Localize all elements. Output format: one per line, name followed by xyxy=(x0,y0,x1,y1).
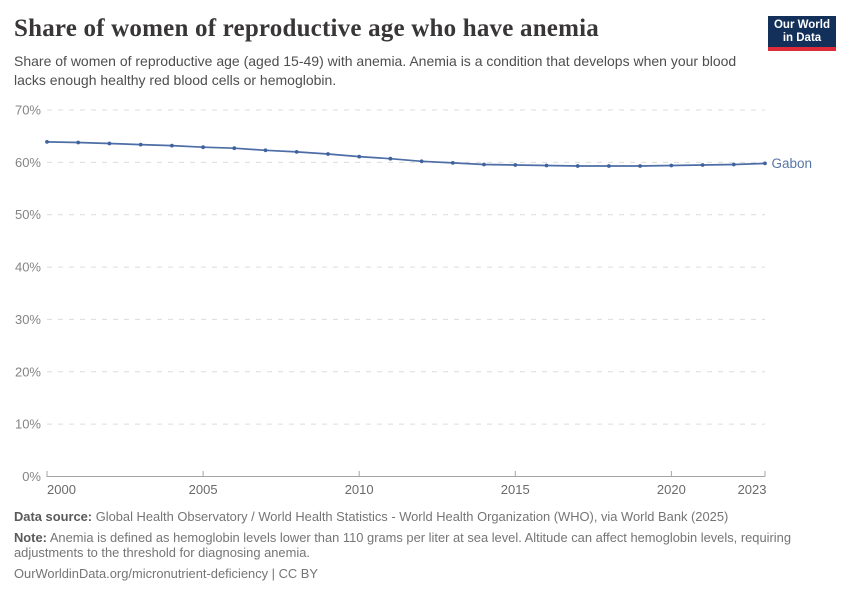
x-axis-label: 2000 xyxy=(47,482,76,497)
y-axis-label: 10% xyxy=(15,417,41,432)
data-point[interactable] xyxy=(326,152,330,156)
data-source-label: Data source: xyxy=(14,509,93,524)
y-axis-label: 30% xyxy=(15,312,41,327)
y-axis-label: 20% xyxy=(15,364,41,379)
y-axis-label: 0% xyxy=(22,469,41,484)
data-point[interactable] xyxy=(201,145,206,150)
owid-logo-line2: in Data xyxy=(782,32,822,44)
data-point[interactable] xyxy=(575,164,580,168)
data-point[interactable] xyxy=(45,140,49,144)
y-axis-label: 60% xyxy=(15,155,41,170)
data-point[interactable] xyxy=(450,161,455,165)
series-label[interactable]: Gabon xyxy=(772,156,813,171)
data-point[interactable] xyxy=(232,146,237,151)
data-point[interactable] xyxy=(700,163,705,167)
owid-logo[interactable]: Our World in Data xyxy=(768,16,836,51)
data-source-line: Data source: Global Health Observatory /… xyxy=(14,509,810,525)
data-point[interactable] xyxy=(607,164,611,168)
line-chart[interactable]: 0% 10% 20% 30% 40% 50% 60% 70% 2000 2005 2010 2015 2… xyxy=(0,95,850,500)
data-point[interactable] xyxy=(357,154,362,159)
data-point[interactable] xyxy=(731,162,736,167)
data-source-text: Global Health Observatory / World Health… xyxy=(95,509,729,524)
data-point[interactable] xyxy=(170,143,174,148)
data-point[interactable] xyxy=(76,140,81,145)
data-point[interactable] xyxy=(544,163,549,168)
y-axis-label: 40% xyxy=(15,260,41,275)
trend-line[interactable] xyxy=(46,141,766,167)
note-line: Note: Anemia is defined as hemoglobin le… xyxy=(14,530,810,561)
y-axis-label: 70% xyxy=(15,103,41,118)
data-point[interactable] xyxy=(638,164,642,168)
chart-footer: Data source: Global Health Observatory /… xyxy=(14,509,810,586)
x-axis-label: 2010 xyxy=(345,482,374,497)
y-axis-label: 50% xyxy=(15,207,41,222)
page-title: Share of women of reproductive age who h… xyxy=(14,15,599,42)
data-point[interactable] xyxy=(138,142,143,147)
x-axis-label: 2005 xyxy=(189,482,218,497)
x-axis-label: 2015 xyxy=(501,482,530,497)
note-label: Note: xyxy=(14,529,47,545)
owid-logo-line1: Our World xyxy=(773,19,830,31)
data-point[interactable] xyxy=(482,162,486,167)
data-point[interactable] xyxy=(107,141,112,146)
data-point[interactable] xyxy=(263,148,268,153)
license-link[interactable]: OurWorldinData.org/micronutrient-deficie… xyxy=(14,565,318,581)
x-axis-label: 2020 xyxy=(657,482,686,497)
data-point[interactable] xyxy=(388,156,393,161)
x-axis-label: 2023 xyxy=(738,482,767,497)
data-point[interactable] xyxy=(669,163,674,168)
chart-subtitle: Share of women of reproductive age (aged… xyxy=(14,53,737,88)
data-point[interactable] xyxy=(513,163,518,167)
data-point[interactable] xyxy=(763,161,767,166)
note-text: Anemia is defined as hemoglobin levels l… xyxy=(14,529,791,561)
data-point[interactable] xyxy=(294,150,299,154)
data-point[interactable] xyxy=(419,159,424,164)
